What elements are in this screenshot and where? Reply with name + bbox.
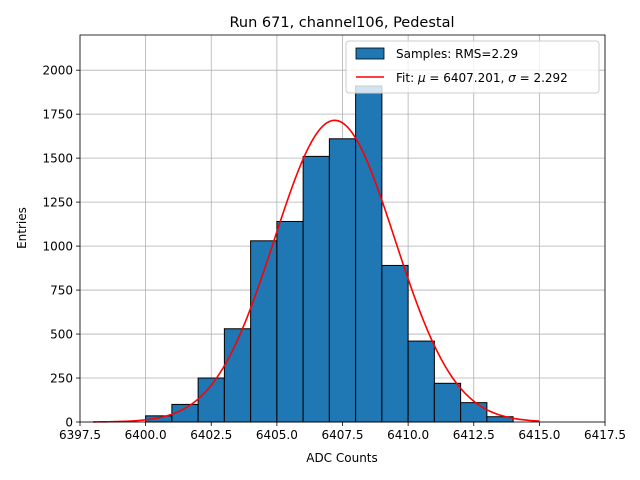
histogram-bar — [302, 155, 330, 423]
y-tick-label: 1250 — [42, 196, 73, 210]
x-tick-label: 6405.0 — [256, 428, 298, 442]
y-tick-label: 500 — [50, 328, 73, 342]
y-tick-label: 0 — [65, 416, 73, 430]
x-axis-ticks: 6397.5 6400.0 6402.5 6405.0 6407.5 6410.0 6412… — [59, 422, 626, 442]
y-tick-label: 750 — [50, 284, 73, 298]
y-tick-label: 1750 — [42, 108, 73, 122]
legend: Samples: RMS=2.29 Fit: μ = 6407.201, σ =… — [345, 40, 600, 94]
x-tick-label: 6412.5 — [453, 428, 495, 442]
y-axis-label: Entries — [15, 207, 29, 249]
x-tick-label: 6415.0 — [518, 428, 560, 442]
x-tick-label: 6397.5 — [59, 428, 101, 442]
chart-title: Run 671, channel106, Pedestal — [229, 15, 454, 31]
y-tick-label: 1000 — [42, 240, 73, 254]
y-tick-label: 2000 — [42, 64, 73, 78]
histogram-bar — [407, 340, 435, 423]
histogram-bars — [145, 85, 514, 423]
fit-curve-layer — [93, 119, 540, 423]
x-tick-label: 6400.0 — [125, 428, 167, 442]
legend-samples-label: Samples: RMS=2.29 — [396, 47, 518, 61]
x-axis-label: ADC Counts — [306, 451, 378, 465]
histogram-bar — [250, 240, 278, 423]
y-axis-ticks: 0 250 500 750 1000 1250 1500 1750 2000 — [42, 64, 80, 430]
x-tick-label: 6417.5 — [584, 428, 626, 442]
histogram-bar — [433, 382, 462, 423]
histogram-bar — [276, 220, 304, 423]
x-tick-label: 6402.5 — [190, 428, 232, 442]
histogram-bar — [460, 402, 488, 423]
y-tick-label: 1500 — [42, 152, 73, 166]
legend-samples-patch — [355, 47, 385, 60]
histogram-bar — [355, 85, 383, 423]
x-tick-label: 6410.0 — [387, 428, 429, 442]
x-tick-label: 6407.5 — [322, 428, 364, 442]
histogram-bar — [328, 138, 357, 423]
histogram-bar — [223, 328, 252, 423]
y-tick-label: 250 — [50, 372, 73, 386]
fit-curve-line — [93, 119, 540, 423]
histogram-bar — [381, 264, 409, 423]
legend-fit-label: Fit: μ = 6407.201, σ = 2.292 — [396, 71, 568, 85]
legend-box — [345, 40, 600, 94]
